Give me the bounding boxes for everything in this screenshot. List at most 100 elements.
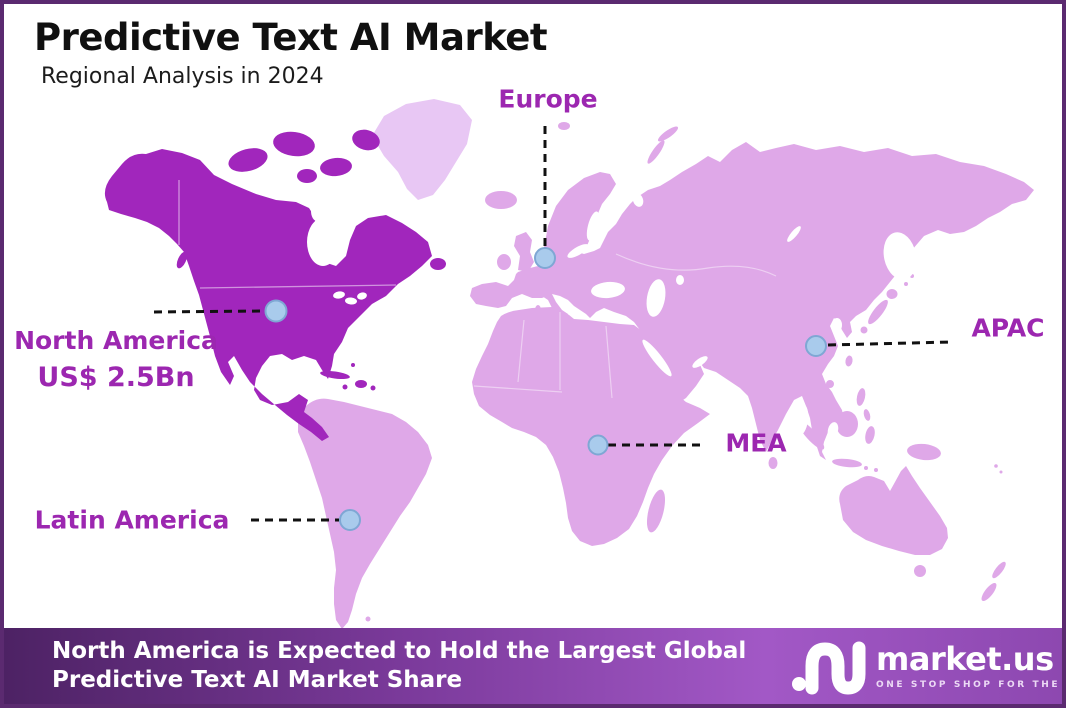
- leader-line-north-america: [153, 309, 266, 314]
- island-new-guinea: [907, 443, 941, 461]
- marker-north-america: [264, 299, 288, 323]
- island-honshu: [868, 299, 888, 325]
- base-continents: [298, 99, 1034, 629]
- marker-apac: [805, 335, 827, 357]
- sea-of-okhotsk: [883, 232, 917, 280]
- logo-tagline: ONE STOP SHOP FOR THE REPORTS: [876, 679, 1062, 690]
- bay-of-bengal: [793, 404, 809, 436]
- island-java: [832, 458, 862, 468]
- island-new-zealand-south: [981, 582, 997, 602]
- us-canada-border: [199, 284, 397, 289]
- island-sri-lanka: [768, 457, 778, 469]
- island-newfoundland: [430, 258, 446, 270]
- continent-africa: [472, 307, 710, 546]
- island-borneo: [836, 411, 858, 437]
- island-iceland: [485, 191, 517, 209]
- island-sulawesi: [865, 426, 875, 444]
- marketus-logo-icon: [792, 641, 866, 695]
- island-new-zealand-north: [992, 561, 1006, 579]
- aral-sea: [676, 275, 684, 285]
- island-madagascar: [646, 489, 666, 533]
- highlight-north-america: [104, 129, 446, 441]
- marker-latin-america: [339, 509, 361, 531]
- island-ireland: [497, 254, 511, 270]
- island-tasmania: [914, 565, 926, 577]
- island-luzon: [856, 388, 866, 406]
- label-north-america: North America US$ 2.5Bn: [14, 326, 218, 393]
- island-hainan: [826, 380, 834, 388]
- caspian-sea: [646, 279, 666, 317]
- label-europe: Europe: [498, 84, 598, 114]
- page-title: Predictive Text AI Market: [34, 16, 548, 59]
- island-bahamas: [351, 363, 355, 367]
- logo-words: market.us ONE STOP SHOP FOR THE REPORTS: [876, 639, 1062, 690]
- persian-gulf: [692, 356, 708, 368]
- bottom-banner: North America is Expected to Hold the La…: [4, 628, 1062, 704]
- sea-cutouts: [567, 193, 917, 438]
- label-apac: APAC: [971, 313, 1045, 343]
- gulf-of-thailand: [827, 422, 839, 438]
- page-subtitle: Regional Analysis in 2024: [41, 64, 324, 89]
- island-hokkaido: [886, 289, 898, 299]
- continent-greenland: [372, 99, 472, 200]
- island-kyushu: [860, 326, 868, 334]
- label-mea: MEA: [725, 428, 787, 458]
- region-scandinavia: [544, 172, 616, 260]
- island-novaya-zemlya-1: [647, 140, 665, 164]
- white-sea: [632, 193, 644, 207]
- island-hispaniola: [355, 380, 367, 388]
- island-jamaica: [342, 384, 348, 390]
- banner-line-2: Predictive Text AI Market Share: [52, 667, 463, 693]
- continent-south-america: [298, 398, 432, 629]
- island-great-britain: [514, 232, 534, 272]
- logo-brand: market.us: [876, 639, 1054, 678]
- region-markers: [264, 247, 827, 531]
- marker-europe: [534, 247, 556, 269]
- baltic-sea: [567, 244, 589, 258]
- label-latin-america: Latin America: [34, 505, 230, 535]
- black-sea: [591, 281, 625, 299]
- island-fiji-2: [999, 470, 1003, 474]
- island-fiji-1: [994, 464, 998, 468]
- leader-lines: [153, 126, 952, 522]
- continent-australia: [839, 466, 948, 555]
- island-sunda-1: [864, 466, 868, 470]
- arctic-island-3: [320, 157, 352, 177]
- island-cuba: [320, 370, 350, 380]
- hudson-strait: [311, 201, 323, 221]
- island-mindanao: [863, 409, 871, 421]
- island-taiwan: [845, 355, 853, 367]
- leader-line-apac: [827, 340, 952, 347]
- great-lake-2: [345, 297, 357, 305]
- world-map: [104, 99, 1034, 629]
- island-novaya-zemlya-2: [657, 126, 679, 142]
- great-lake-3: [357, 292, 367, 300]
- great-lake-1: [333, 291, 345, 299]
- island-kuril-1: [904, 282, 908, 286]
- north-america-borders: [178, 180, 397, 289]
- label-north-america-value: US$ 2.5Bn: [37, 361, 195, 393]
- label-north-america-name: North America: [14, 326, 218, 356]
- arctic-island-2: [273, 131, 315, 157]
- arctic-island-4: [352, 129, 380, 151]
- banner-text: North America is Expected to Hold the La…: [52, 637, 746, 695]
- continent-eurasia: [470, 142, 1034, 460]
- north-america-waters: [307, 201, 367, 305]
- island-svalbard: [558, 122, 570, 130]
- country-borders: [473, 253, 777, 399]
- arctic-island-5: [297, 169, 317, 183]
- hudson-bay: [307, 218, 339, 266]
- marker-mea: [587, 434, 609, 456]
- island-falklands: [365, 616, 371, 622]
- island-vancouver: [176, 251, 188, 269]
- island-puerto-rico: [370, 385, 376, 391]
- marketus-logo: market.us ONE STOP SHOP FOR THE REPORTS: [790, 628, 1062, 704]
- red-sea: [642, 339, 672, 377]
- arctic-island-1: [228, 148, 268, 172]
- island-sunda-2: [874, 468, 878, 472]
- banner-line-1: North America is Expected to Hold the La…: [52, 638, 747, 665]
- yellow-sea: [832, 318, 842, 332]
- lake-baikal: [787, 226, 801, 242]
- gulf-of-bothnia: [586, 211, 600, 241]
